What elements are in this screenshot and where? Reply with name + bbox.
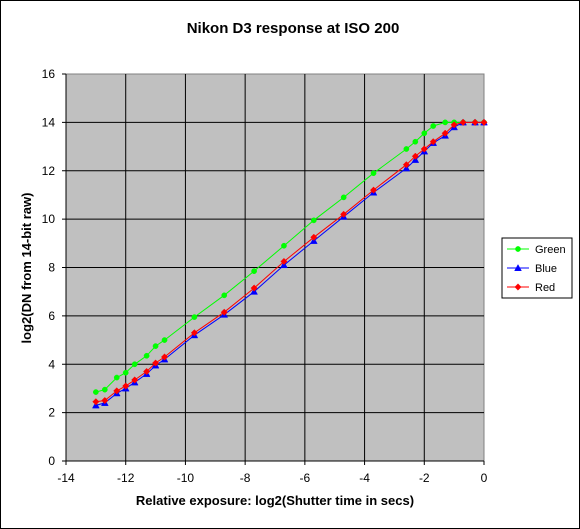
grid-lines (66, 74, 484, 461)
data-point-green (93, 389, 99, 395)
data-point-red (190, 329, 198, 337)
data-point-green (113, 374, 120, 381)
series-layer (92, 118, 488, 409)
x-tick-label: -12 (117, 471, 135, 485)
data-point-green (152, 343, 159, 349)
legend-swatch-marker (515, 246, 521, 252)
series-red (92, 118, 488, 406)
legend-label: Red (535, 282, 555, 294)
data-point-green (251, 268, 257, 274)
data-point-red (280, 257, 288, 266)
y-tick-label: 6 (48, 309, 55, 323)
legend-label: Blue (535, 263, 557, 275)
data-point-green (340, 194, 347, 201)
tick-labels: -14 -12 -10 -8 -6 -4 -2 0 0 2 4 6 8 10 12 14 16 (42, 67, 488, 485)
data-point-red (450, 121, 458, 129)
legend-swatch-marker (514, 283, 522, 291)
data-point-red (459, 118, 467, 126)
data-point-red (152, 359, 160, 367)
x-tick-label: 0 (481, 471, 488, 485)
data-point-red (369, 186, 378, 194)
y-tick-label: 2 (48, 406, 55, 420)
data-point-green (191, 314, 198, 320)
x-tick-label: -14 (57, 471, 75, 485)
data-point-green (442, 119, 449, 126)
axes (62, 73, 485, 465)
legend-item-green: Green (507, 244, 566, 256)
data-point-red (122, 382, 130, 390)
data-point-green (221, 292, 228, 299)
x-tick-label: -8 (240, 471, 251, 485)
y-tick-label: 12 (42, 164, 56, 178)
data-point-green (161, 337, 168, 343)
y-tick-label: 8 (48, 261, 55, 275)
y-tick-label: 0 (48, 454, 55, 468)
y-tick-label: 14 (42, 115, 56, 129)
data-point-green (370, 170, 377, 177)
legend-item-red: Red (507, 282, 555, 294)
data-point-green (281, 242, 287, 249)
x-tick-label: -2 (419, 471, 430, 485)
data-point-red (220, 308, 228, 316)
data-point-green (122, 369, 129, 376)
data-point-green (430, 123, 437, 129)
y-tick-label: 16 (42, 67, 56, 81)
y-axis-label: log2(DN from 14-bit raw) (19, 193, 34, 344)
data-point-red (441, 129, 449, 137)
data-point-red (411, 152, 419, 160)
y-tick-label: 4 (48, 357, 55, 371)
x-tick-label: -10 (177, 471, 195, 485)
data-point-green (310, 217, 317, 224)
data-point-red (471, 118, 479, 126)
data-point-red (340, 210, 348, 218)
data-point-green (403, 146, 410, 152)
data-point-green (143, 352, 150, 359)
data-point-red (420, 145, 428, 153)
legend-swatch-marker (514, 264, 522, 271)
legend: Green Blue Red (501, 237, 573, 299)
y-tick-label: 10 (42, 212, 56, 226)
legend-item-blue: Blue (507, 263, 557, 275)
data-point-red (250, 284, 258, 292)
data-point-red (310, 233, 318, 241)
chart-title: Nikon D3 response at ISO 200 (187, 20, 400, 37)
data-point-red (143, 367, 151, 376)
data-point-red (92, 398, 100, 406)
data-point-red (160, 353, 169, 361)
x-tick-label: -6 (300, 471, 311, 485)
data-point-red (113, 387, 121, 395)
x-tick-label: -4 (359, 471, 370, 485)
data-point-red (101, 396, 109, 405)
x-axis-label: Relative exposure: log2(Shutter time in … (136, 493, 414, 508)
data-point-red (480, 118, 488, 126)
legend-label: Green (535, 244, 566, 256)
data-point-red (402, 161, 410, 169)
data-point-green (412, 138, 419, 145)
data-point-green (101, 386, 108, 393)
data-point-green (421, 130, 428, 137)
data-point-green (131, 361, 138, 368)
data-point-red (429, 138, 437, 146)
data-point-red (131, 376, 139, 384)
